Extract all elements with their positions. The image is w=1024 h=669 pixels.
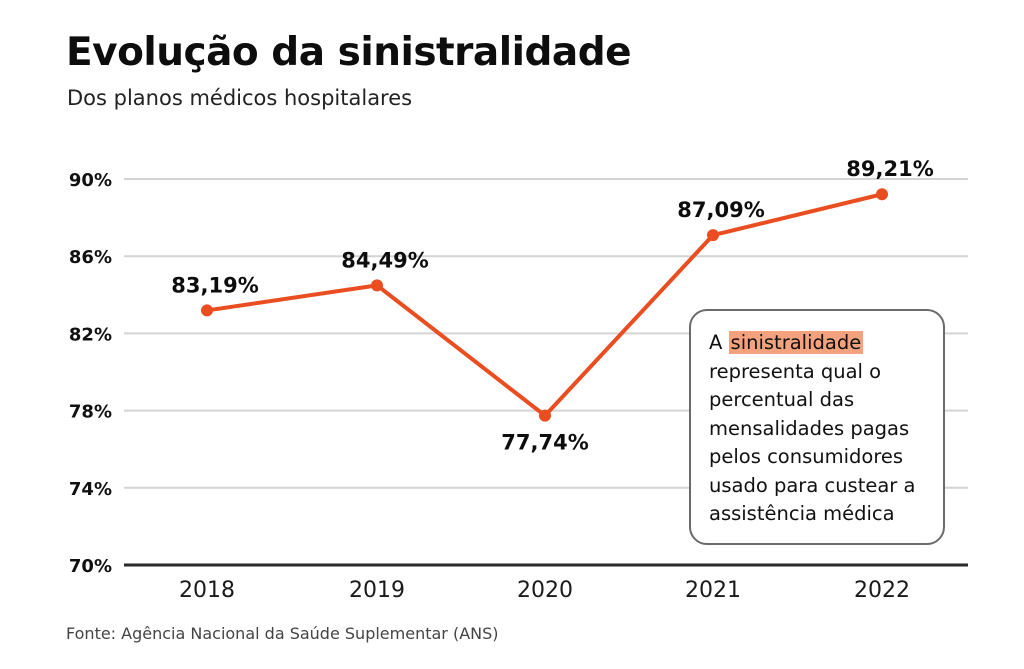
data-label: 89,21% [846,157,933,181]
data-label: 84,49% [341,248,428,272]
source-note: Fonte: Agência Nacional da Saúde Supleme… [66,624,499,643]
data-label: 77,74% [501,431,588,455]
note-highlight: sinistralidade [728,331,864,354]
data-label: 87,09% [677,198,764,222]
y-tick-label: 70% [69,556,112,577]
y-tick-label: 90% [69,170,112,191]
chart-subtitle: Dos planos médicos hospitalares [67,86,413,110]
y-tick-label: 86% [69,247,112,268]
x-tick-label: 2019 [349,578,405,603]
definition-note: A sinistralidade representa qual o perce… [689,309,945,545]
y-tick-label: 78% [69,402,112,423]
x-tick-label: 2020 [517,578,573,603]
x-tick-label: 2021 [685,578,741,603]
y-tick-label: 82% [69,324,112,345]
y-axis-ticks: 70% 74% 78% 82% 86% 90% [69,170,112,577]
x-tick-label: 2022 [854,578,910,603]
note-text: representa qual o percentual das mensali… [709,359,916,526]
data-points [201,188,888,422]
data-point [707,229,719,242]
note-prefix: A [709,331,723,354]
data-point [371,279,383,292]
data-label: 83,19% [171,273,258,297]
chart-title: Evolução da sinistralidade [66,30,632,75]
y-tick-label: 74% [69,479,112,500]
data-labels: 83,19% 84,49% 77,74% 87,09% 89,21% [171,157,933,454]
data-point [876,188,888,201]
data-point [539,409,551,422]
data-point [201,304,213,317]
x-tick-label: 2018 [179,578,235,603]
x-axis-ticks: 2018 2019 2020 2021 2022 [179,578,910,603]
